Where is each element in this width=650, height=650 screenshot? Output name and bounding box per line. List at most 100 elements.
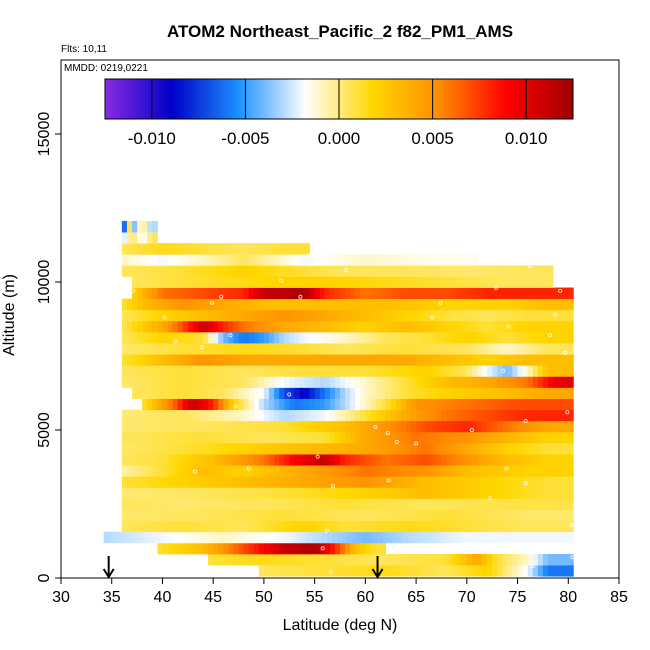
heatmap-cell <box>563 387 569 399</box>
heatmap-cell <box>324 553 331 566</box>
heatmap-cell <box>451 331 458 344</box>
heatmap-cell <box>532 476 539 488</box>
heatmap-cell <box>547 442 554 455</box>
heatmap-cell <box>192 376 199 388</box>
heatmap-cell <box>314 487 321 499</box>
heatmap-cell <box>421 298 427 311</box>
heatmap-cell <box>284 498 290 510</box>
heatmap-cell <box>345 454 351 466</box>
heatmap-cell <box>304 431 310 444</box>
heatmap-cell <box>400 431 407 444</box>
heatmap-cell <box>157 343 163 355</box>
heatmap-cell <box>147 454 153 466</box>
heatmap-cell <box>537 376 544 388</box>
heatmap-cell <box>395 565 402 577</box>
heatmap-cell <box>218 287 224 300</box>
heatmap-cell <box>147 420 153 433</box>
heatmap-cell <box>152 354 158 366</box>
heatmap-cell <box>568 354 574 366</box>
heatmap-cell <box>218 409 224 422</box>
heatmap-cell <box>532 376 539 388</box>
heatmap-cell <box>218 331 224 344</box>
heatmap-cell <box>347 531 353 544</box>
heatmap-cell <box>248 265 255 277</box>
heatmap-cell <box>314 398 321 411</box>
heatmap-cell <box>492 431 498 444</box>
heatmap-cell <box>482 287 488 300</box>
heatmap-cell <box>274 565 280 577</box>
heatmap-cell <box>208 498 214 510</box>
heatmap-cell <box>284 509 290 522</box>
heatmap-cell <box>547 409 554 422</box>
heatmap-cell <box>213 465 219 477</box>
heatmap-cell <box>291 531 297 544</box>
heatmap-cell <box>499 531 505 544</box>
heatmap-cell <box>558 287 564 300</box>
heatmap-cell <box>319 420 326 433</box>
heatmap-cell <box>532 420 539 433</box>
heatmap-cell <box>213 409 219 422</box>
heatmap-cell <box>476 498 483 510</box>
heatmap-cell <box>426 498 432 510</box>
heatmap-cell <box>243 465 250 477</box>
heatmap-cell <box>223 409 229 422</box>
heatmap-cell <box>532 343 539 355</box>
heatmap-cell <box>400 476 407 488</box>
heatmap-cell <box>223 243 229 255</box>
heatmap-cell <box>451 465 458 477</box>
heatmap-cell <box>547 309 554 322</box>
heatmap-cell <box>126 476 133 488</box>
heatmap-cell <box>177 309 184 322</box>
heatmap-cell <box>147 320 153 333</box>
heatmap-cell <box>144 531 150 544</box>
heatmap-cell <box>304 365 310 377</box>
heatmap-cell <box>263 320 270 333</box>
heatmap-cell <box>482 498 488 510</box>
heatmap-cell <box>365 454 371 466</box>
heatmap-cell <box>558 454 564 466</box>
heatmap-cell <box>334 420 341 433</box>
sample-point <box>173 339 178 344</box>
heatmap-cell <box>365 476 371 488</box>
heatmap-cell <box>263 520 270 533</box>
heatmap-cell <box>192 354 199 366</box>
heatmap-cell <box>487 431 493 444</box>
heatmap-cell <box>355 387 361 399</box>
heatmap-cell <box>210 531 216 544</box>
heatmap-cell <box>243 354 250 366</box>
heatmap-cell <box>263 254 270 266</box>
heatmap-cell <box>289 431 295 444</box>
heatmap-cell <box>253 365 260 377</box>
heatmap-cell <box>431 398 437 411</box>
heatmap-cell <box>466 409 473 422</box>
heatmap-cell <box>340 520 346 533</box>
heatmap-cell <box>451 498 458 510</box>
heatmap-cell <box>568 431 574 444</box>
heatmap-cell <box>411 442 417 455</box>
heatmap-cell <box>248 442 255 455</box>
heatmap-cell <box>489 531 495 544</box>
heatmap-cell <box>243 320 250 333</box>
heatmap-cell <box>558 365 564 377</box>
heatmap-cell <box>527 331 534 344</box>
heatmap-cell <box>203 487 209 499</box>
heatmap-cell <box>380 309 387 322</box>
heatmap-cell <box>248 465 255 477</box>
heatmap-cell <box>132 520 138 533</box>
heatmap-cell <box>258 354 265 366</box>
heatmap-cell <box>492 454 498 466</box>
heatmap-cell <box>522 376 529 388</box>
heatmap-cell <box>446 409 452 422</box>
heatmap-cell <box>268 454 275 466</box>
heatmap-cell <box>345 354 351 366</box>
heatmap-cell <box>537 365 544 377</box>
heatmap-cell <box>487 498 493 510</box>
sample-point <box>530 564 535 569</box>
heatmap-cell <box>314 431 321 444</box>
heatmap-cell <box>147 354 153 366</box>
heatmap-cell <box>497 276 503 288</box>
heatmap-cell <box>380 365 387 377</box>
heatmap-cell <box>319 565 326 577</box>
heatmap-cell <box>279 454 285 466</box>
heatmap-cell <box>400 254 407 266</box>
